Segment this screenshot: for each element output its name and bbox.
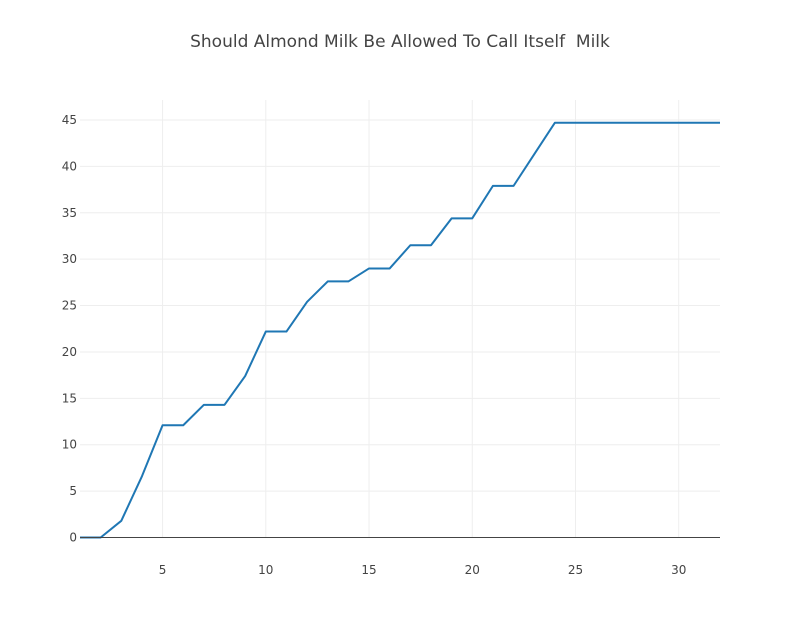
y-tick-label: 30 [62,252,77,266]
y-tick-label: 35 [62,206,77,220]
y-tick-label: 5 [69,484,77,498]
x-tick-label: 30 [671,563,686,577]
y-tick-label: 20 [62,345,77,359]
y-tick-label: 45 [62,113,77,127]
x-tick-label: 20 [465,563,480,577]
y-tick-label: 25 [62,299,77,313]
x-tick-label: 5 [159,563,167,577]
series-line [80,121,720,539]
x-tick-label: 25 [568,563,583,577]
chart-title: Should Almond Milk Be Allowed To Call It… [190,32,610,52]
y-tick-label: 15 [62,391,77,405]
x-tick-label: 10 [258,563,273,577]
x-tick-label: 15 [361,563,376,577]
y-tick-label: 0 [69,531,77,545]
y-tick-label: 40 [62,159,77,173]
y-tick-label: 10 [62,438,77,452]
